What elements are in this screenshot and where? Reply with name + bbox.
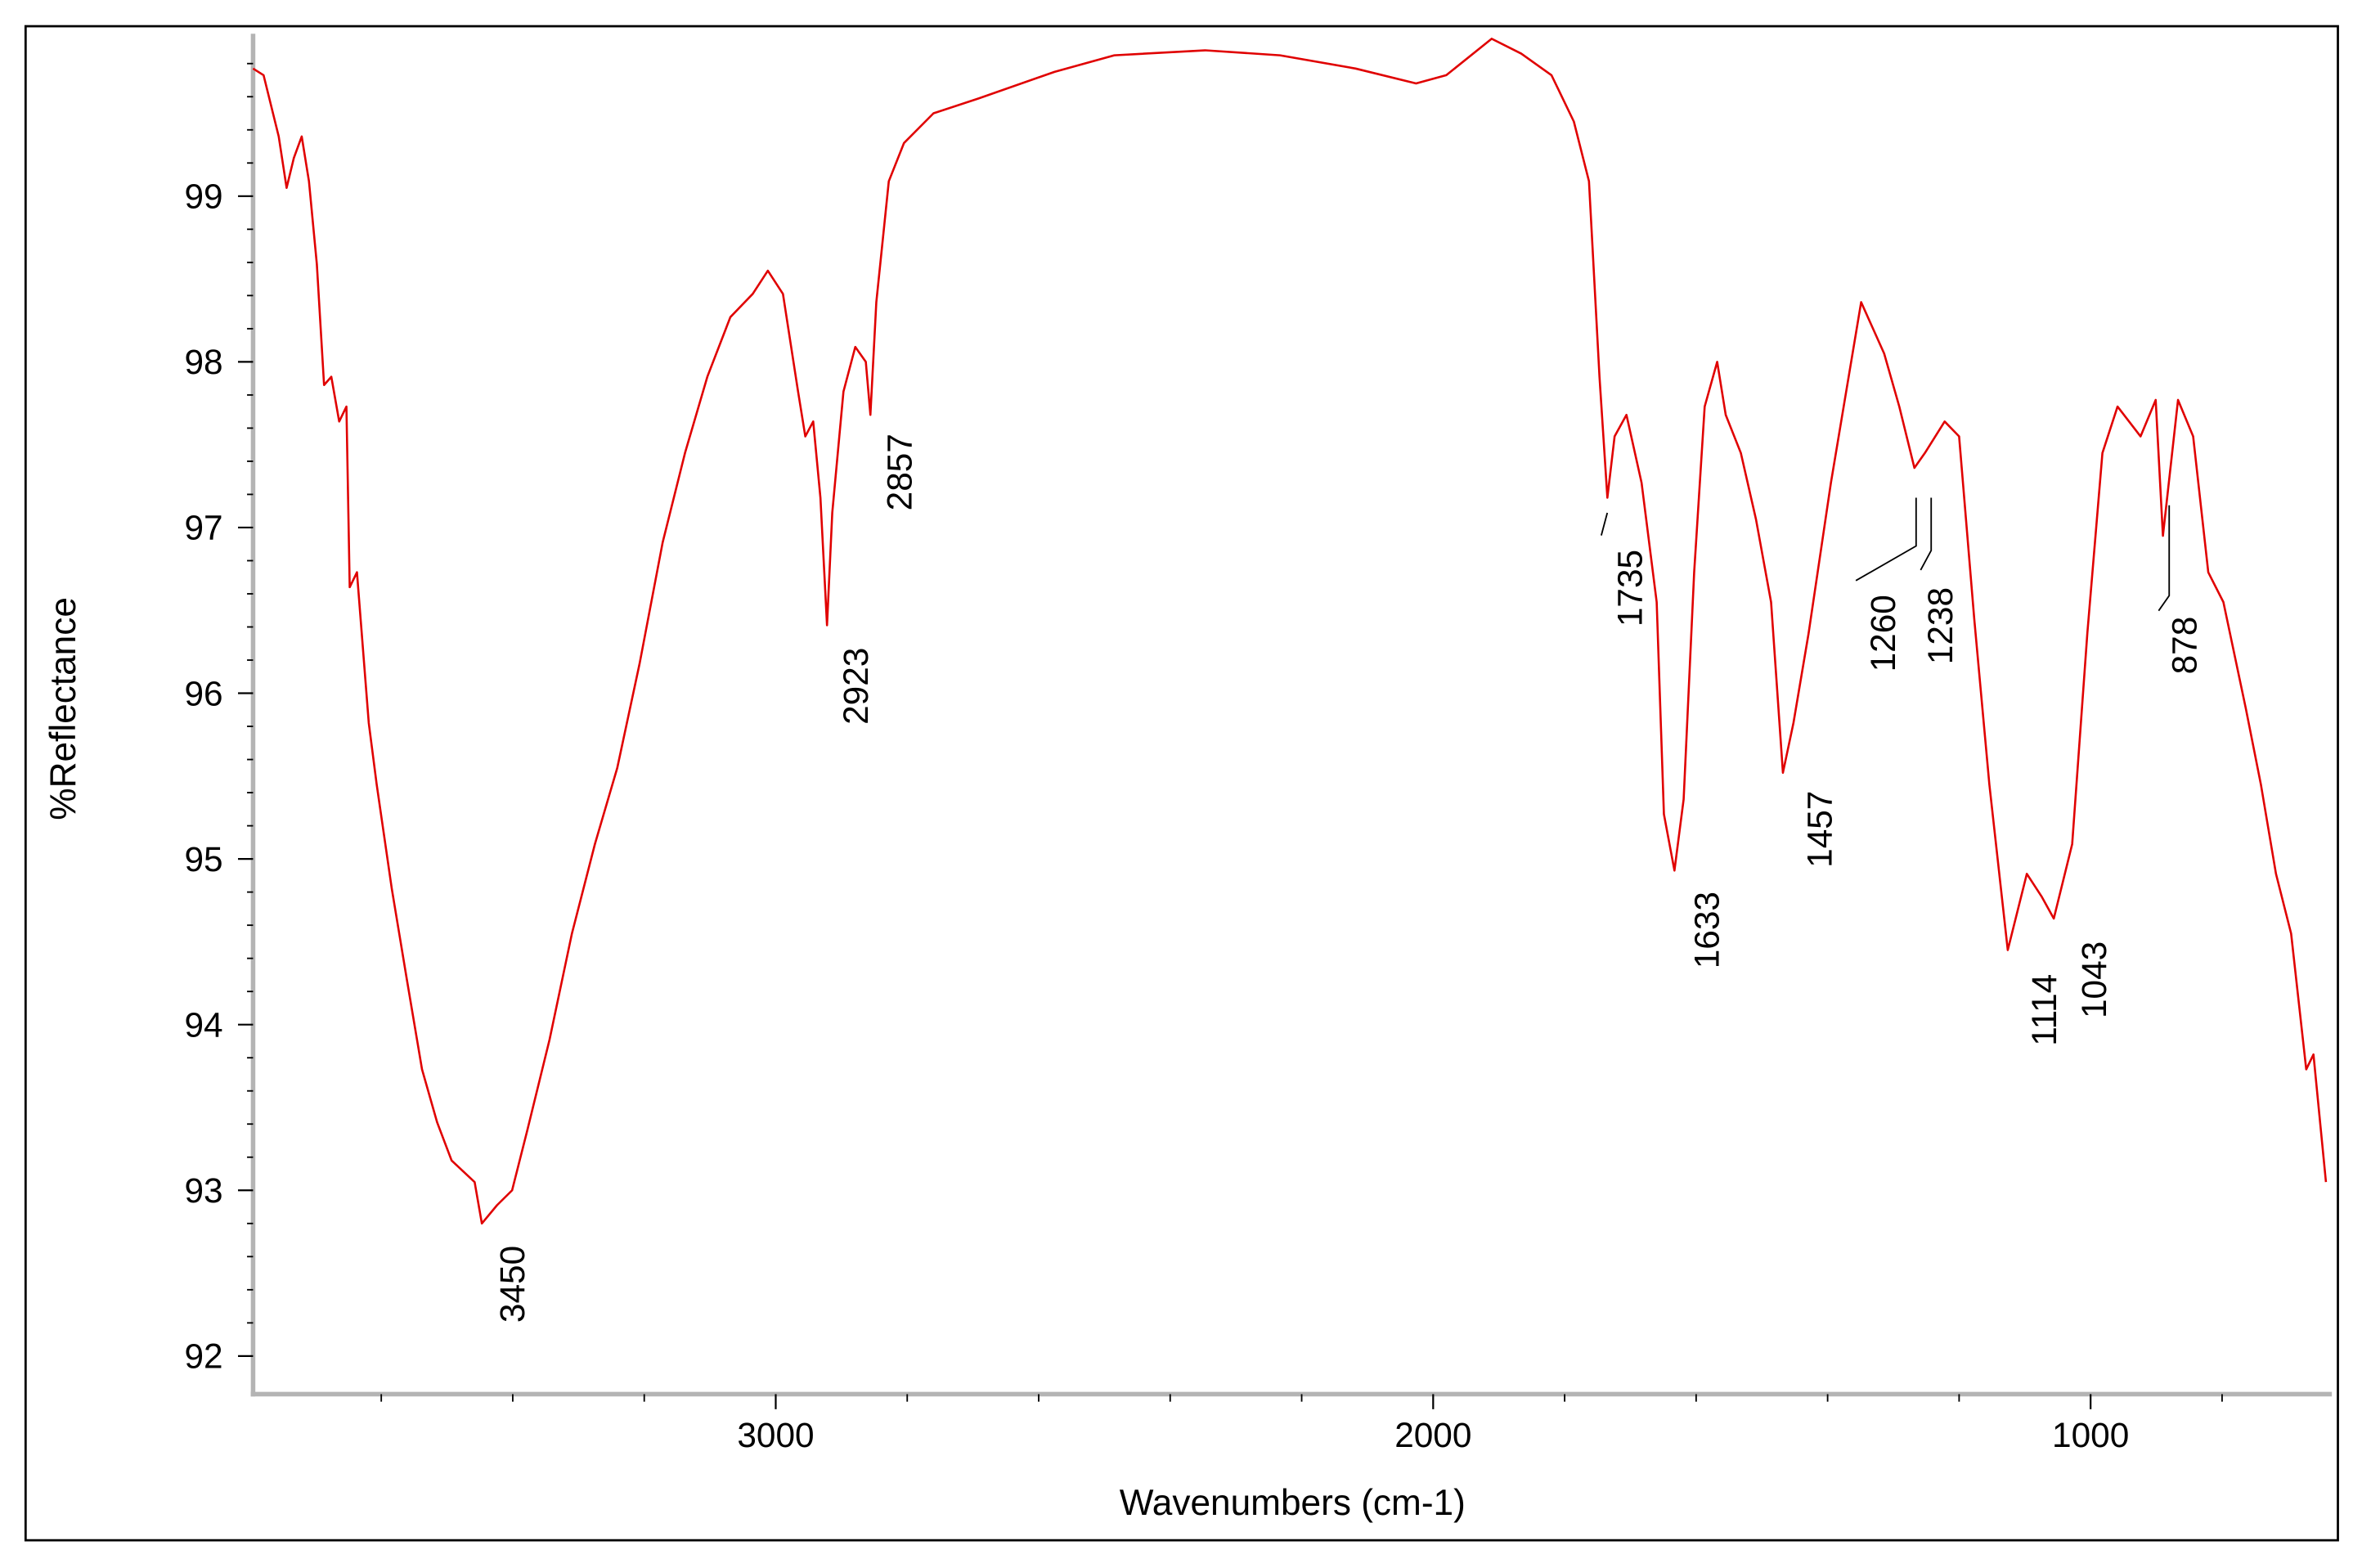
x-tick-label: 1000 xyxy=(2052,1416,2129,1454)
peak-leader xyxy=(2158,505,2171,612)
spectrum-line xyxy=(252,38,2328,1225)
peak-label: 3450 xyxy=(493,1246,532,1323)
y-axis-title: %Reflectance xyxy=(43,597,83,820)
peak-label: 2923 xyxy=(837,648,875,725)
peak-label: 1238 xyxy=(1921,587,1960,664)
frame xyxy=(24,25,2339,1542)
peak-leader xyxy=(1920,497,1933,571)
peak-label: 1260 xyxy=(1864,595,1902,672)
peak-leader xyxy=(1600,512,1609,536)
peak-label: 1043 xyxy=(2075,941,2113,1018)
y-tick-label: 99 xyxy=(184,177,222,216)
peak-label: 1457 xyxy=(1801,791,1839,868)
peak-leader xyxy=(1855,497,1917,582)
peak-label: 1633 xyxy=(1688,892,1727,968)
y-tick-label: 97 xyxy=(184,509,222,547)
peak-label: 1114 xyxy=(2025,974,2063,1046)
y-tick-label: 93 xyxy=(184,1171,222,1210)
x-axis-title: Wavenumbers (cm-1) xyxy=(1120,1483,1466,1523)
x-tick-label: 3000 xyxy=(737,1416,814,1454)
peak-label: 2857 xyxy=(880,434,918,510)
y-tick-label: 98 xyxy=(184,343,222,381)
peak-label: 878 xyxy=(2165,617,2203,675)
peak-label: 1735 xyxy=(1611,550,1650,627)
y-tick-label: 94 xyxy=(184,1005,222,1044)
y-tick-label: 96 xyxy=(184,674,222,712)
x-tick-label: 2000 xyxy=(1394,1416,1471,1454)
y-tick-label: 92 xyxy=(184,1337,222,1376)
y-tick-label: 95 xyxy=(184,840,222,878)
